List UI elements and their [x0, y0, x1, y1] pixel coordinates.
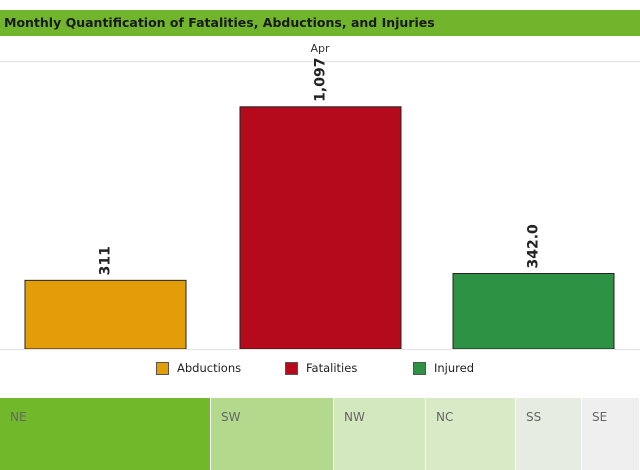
region-tile-nc[interactable]: NC	[426, 398, 516, 470]
legend-item-abductions[interactable]: Abductions	[156, 361, 241, 375]
region-tile-ss[interactable]: SS	[516, 398, 582, 470]
region-filter-bar: NE SW NW NC SS SE	[0, 398, 640, 470]
legend-label-fatalities: Fatalities	[306, 361, 358, 375]
bar-abductions[interactable]	[24, 279, 187, 350]
legend-swatch-abductions	[156, 361, 169, 375]
chart-top-divider	[0, 61, 640, 62]
chart-legend: Abductions Fatalities Injured	[0, 361, 640, 381]
data-label-fatalities: 1,097	[313, 58, 329, 102]
legend-swatch-injured	[413, 361, 426, 375]
bar-fatalities[interactable]	[239, 106, 402, 350]
facet-label: Apr	[310, 42, 330, 55]
legend-item-injured[interactable]: Injured	[413, 361, 474, 375]
data-label-injured: 342.0	[526, 224, 542, 269]
legend-label-injured: Injured	[434, 361, 475, 375]
legend-item-fatalities[interactable]: Fatalities	[285, 361, 357, 375]
region-tile-nw[interactable]: NW	[334, 398, 426, 470]
chart-title: Monthly Quantification of Fatalities, Ab…	[0, 10, 640, 36]
chart-bottom-divider	[0, 349, 640, 350]
region-tile-sw[interactable]: SW	[211, 398, 334, 470]
bar-injured[interactable]	[452, 272, 615, 350]
bar-chart: 311 1,097 342.0	[24, 58, 615, 350]
region-tile-ne[interactable]: NE	[0, 398, 211, 470]
data-label-abductions: 311	[98, 246, 114, 275]
legend-label-abductions: Abductions	[177, 361, 242, 375]
region-tile-se[interactable]: SE	[582, 398, 640, 470]
legend-swatch-fatalities	[285, 361, 298, 375]
